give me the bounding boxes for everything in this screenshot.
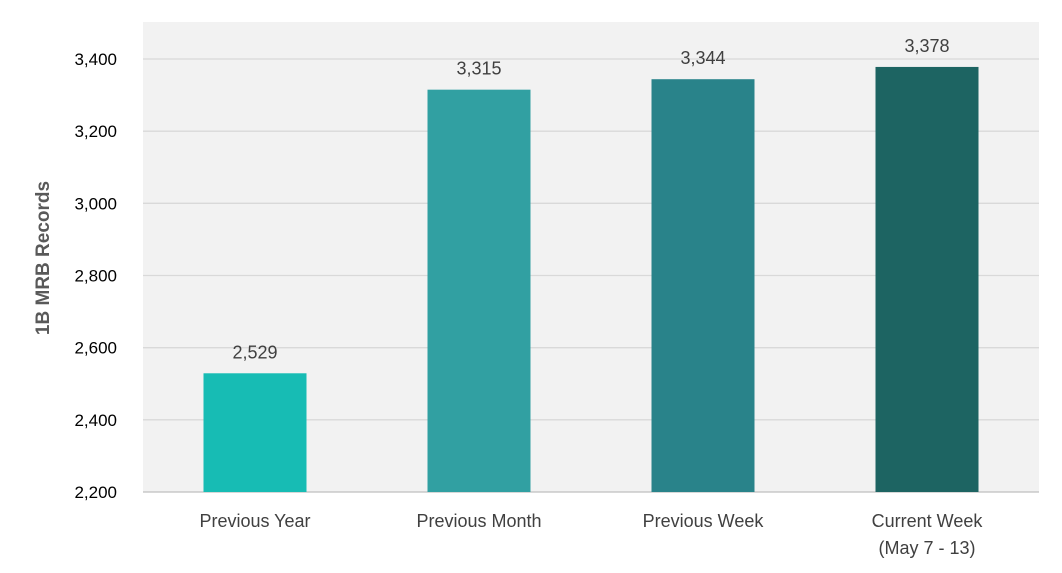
y-tick-label: 2,400 <box>74 411 117 430</box>
y-tick-label: 2,600 <box>74 339 117 358</box>
data-labels: 2,529 3,315 3,344 3,378 <box>232 36 949 362</box>
bar <box>651 79 755 492</box>
data-label: 2,529 <box>232 342 277 362</box>
x-category-label: Previous Week <box>643 511 765 531</box>
bar <box>427 89 531 492</box>
bar <box>875 66 979 493</box>
y-axis-title: 1B MRB Records <box>33 181 54 335</box>
bar <box>203 373 307 492</box>
data-label: 3,315 <box>456 59 501 79</box>
x-axis-categories: Previous Year Previous Month Previous Week… <box>199 511 983 558</box>
bars <box>203 66 979 493</box>
y-tick-label: 2,200 <box>74 483 117 502</box>
x-category-label: Previous Year <box>199 511 310 531</box>
y-tick-label: 3,200 <box>74 122 117 141</box>
y-tick-label: 3,000 <box>74 194 117 213</box>
y-tick-label: 2,800 <box>74 267 117 286</box>
y-tick-label: 3,400 <box>74 50 117 69</box>
y-axis-ticks: 2,200 2,400 2,600 2,800 3,000 3,200 3,400 <box>74 50 117 502</box>
x-category-label: Current Week <box>872 511 984 531</box>
x-category-label: (May 7 - 13) <box>878 538 975 558</box>
data-label: 3,378 <box>904 36 949 56</box>
x-category-label: Previous Month <box>416 511 541 531</box>
data-label: 3,344 <box>680 48 725 68</box>
